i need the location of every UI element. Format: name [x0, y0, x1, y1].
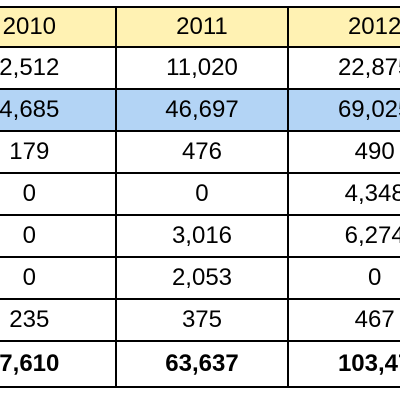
- table-row: 0 0 4,348: [0, 172, 400, 216]
- table-cell: 6,274: [287, 214, 400, 258]
- table-cell: 467: [287, 298, 400, 342]
- data-table: 2010 2011 2012 2,512 11,020 22,875 4,685…: [0, 6, 400, 388]
- header-cell-2011: 2011: [114, 6, 290, 48]
- header-cell-2012: 2012: [287, 6, 400, 48]
- table-cell: 4,685: [0, 88, 117, 132]
- header-row: 2010 2011 2012: [0, 6, 400, 48]
- total-cell: 63,637: [114, 340, 290, 388]
- table-cell: 0: [114, 172, 290, 216]
- table-cell: 0: [0, 172, 117, 216]
- table-row: 179 476 490: [0, 130, 400, 174]
- table-cell: 179: [0, 130, 117, 174]
- total-cell: 7,610: [0, 340, 117, 388]
- total-row: 7,610 63,637 103,47: [0, 340, 400, 388]
- table-cell: 3,016: [114, 214, 290, 258]
- table-cell: 4,348: [287, 172, 400, 216]
- table-cell: 235: [0, 298, 117, 342]
- table-cell: 0: [287, 256, 400, 300]
- table-row: 235 375 467: [0, 298, 400, 342]
- table-row: 0 2,053 0: [0, 256, 400, 300]
- table-cell: 375: [114, 298, 290, 342]
- total-cell: 103,47: [287, 340, 400, 388]
- table-row: 2,512 11,020 22,875: [0, 46, 400, 90]
- table-cell: 0: [0, 214, 117, 258]
- table-cell: 11,020: [114, 46, 290, 90]
- header-cell-2010: 2010: [0, 6, 117, 48]
- table-cell: 0: [0, 256, 117, 300]
- highlighted-table-row: 4,685 46,697 69,025: [0, 88, 400, 132]
- table-cell: 490: [287, 130, 400, 174]
- table-cell: 46,697: [114, 88, 290, 132]
- table-cell: 2,512: [0, 46, 117, 90]
- table-row: 0 3,016 6,274: [0, 214, 400, 258]
- table-cell: 2,053: [114, 256, 290, 300]
- table-cell: 22,875: [287, 46, 400, 90]
- table-cell: 476: [114, 130, 290, 174]
- table-cell: 69,025: [287, 88, 400, 132]
